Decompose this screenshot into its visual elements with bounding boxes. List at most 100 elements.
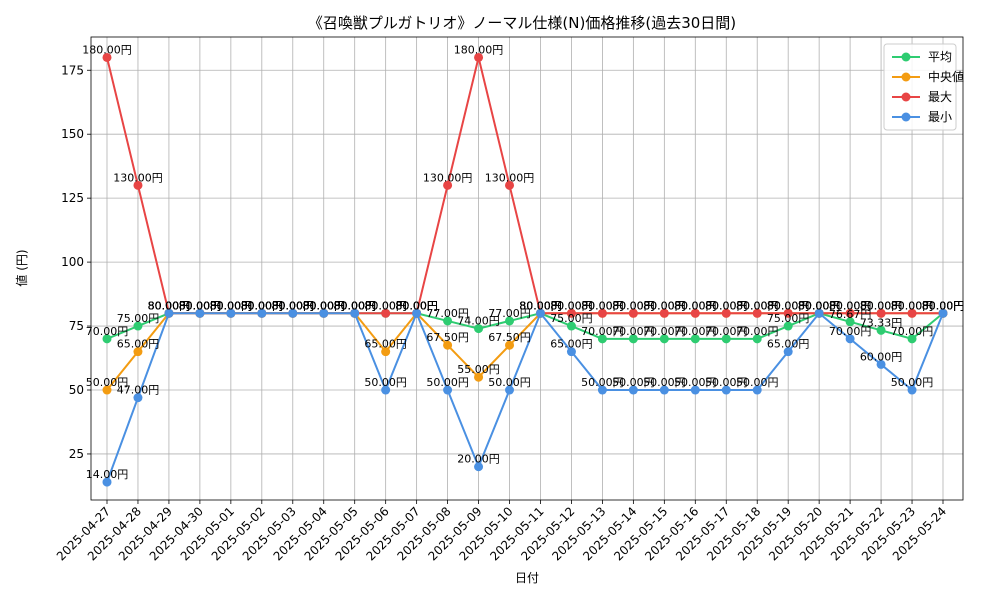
data-label: 80.00円 (519, 299, 562, 312)
data-label: 80.00円 (581, 299, 624, 312)
data-label: 80.00円 (736, 299, 779, 312)
data-label: 80.00円 (705, 299, 748, 312)
legend-label: 最大 (928, 90, 952, 104)
data-point (876, 359, 886, 369)
data-point (876, 308, 886, 318)
data-label: 80.00円 (272, 299, 315, 312)
data-label: 50.00円 (705, 376, 748, 389)
legend-marker (901, 72, 911, 82)
data-point (907, 308, 917, 318)
data-point (474, 52, 484, 62)
data-point (659, 334, 669, 344)
data-point (597, 308, 607, 318)
x-axis: 2025-04-272025-04-282025-04-292025-04-30… (54, 500, 949, 563)
data-label: 70.00円 (643, 325, 686, 338)
data-label: 20.00円 (457, 453, 500, 466)
data-label: 80.00円 (736, 299, 779, 312)
data-label: 65.00円 (550, 338, 593, 351)
data-point (319, 308, 329, 318)
data-label: 55.00円 (457, 363, 500, 376)
legend-label: 最小 (928, 110, 952, 124)
data-label: 80.00円 (272, 299, 315, 312)
data-label: 80.00円 (395, 299, 438, 312)
data-label: 80.00円 (519, 299, 562, 312)
data-point (133, 393, 143, 403)
data-label: 80.00円 (891, 299, 934, 312)
data-point (443, 316, 453, 326)
data-label: 80.00円 (333, 299, 376, 312)
legend-marker (901, 112, 911, 122)
data-label: 80.00円 (922, 299, 965, 312)
data-label: 77.00円 (426, 307, 469, 320)
data-label: 80.00円 (148, 299, 191, 312)
series-2 (102, 52, 948, 318)
data-point (505, 316, 515, 326)
data-label: 50.00円 (674, 376, 717, 389)
data-label: 80.00円 (364, 299, 407, 312)
data-label: 80.00円 (179, 299, 222, 312)
data-label: 80.00円 (302, 299, 345, 312)
data-label: 80.00円 (922, 299, 965, 312)
data-label: 70.00円 (705, 325, 748, 338)
chart-title: 《召喚獣プルガトリオ》ノーマル仕様(N)価格推移(過去30日間) (308, 14, 736, 32)
data-label: 73.33円 (860, 316, 903, 329)
data-label: 80.00円 (798, 299, 841, 312)
data-label: 75.00円 (117, 312, 160, 325)
data-point (195, 308, 205, 318)
data-point (597, 385, 607, 395)
data-point (783, 321, 793, 331)
data-point (566, 321, 576, 331)
data-point (845, 308, 855, 318)
data-point (102, 385, 112, 395)
data-label: 80.00円 (860, 299, 903, 312)
data-label: 77.00円 (488, 307, 531, 320)
data-point (505, 180, 515, 190)
data-label: 80.00円 (272, 299, 315, 312)
data-label: 130.00円 (423, 171, 473, 184)
data-label: 75.00円 (550, 312, 593, 325)
data-point (721, 334, 731, 344)
data-label: 80.00円 (333, 299, 376, 312)
data-label: 80.00円 (550, 299, 593, 312)
data-point (690, 385, 700, 395)
data-point (628, 334, 638, 344)
y-tick-label: 150 (61, 127, 84, 141)
data-label: 80.00円 (612, 299, 655, 312)
data-label: 80.00円 (210, 299, 253, 312)
data-label: 80.00円 (241, 299, 284, 312)
data-label: 80.00円 (241, 299, 284, 312)
data-point (164, 308, 174, 318)
data-label: 50.00円 (891, 376, 934, 389)
series-line (106, 57, 943, 315)
data-label: 65.00円 (364, 338, 407, 351)
data-label: 80.00円 (364, 299, 407, 312)
data-point (845, 334, 855, 344)
data-label: 60.00円 (860, 350, 903, 363)
data-point (133, 347, 143, 357)
data-point (659, 385, 669, 395)
data-point (350, 308, 360, 318)
data-point (381, 347, 391, 357)
data-label: 50.00円 (86, 376, 129, 389)
series (102, 52, 948, 487)
data-point (443, 180, 453, 190)
data-label: 80.00円 (519, 299, 562, 312)
y-tick-label: 125 (61, 191, 84, 205)
data-label: 80.00円 (519, 299, 562, 312)
data-label: 80.00円 (333, 299, 376, 312)
data-point (876, 325, 886, 335)
data-label: 50.00円 (581, 376, 624, 389)
data-label: 47.00円 (117, 384, 160, 397)
data-label: 67.50円 (488, 331, 531, 344)
data-point (752, 385, 762, 395)
data-label: 130.00円 (485, 171, 535, 184)
data-label: 50.00円 (364, 376, 407, 389)
data-point (474, 462, 484, 472)
data-label: 80.00円 (210, 299, 253, 312)
y-axis-title: 値 (円) (14, 249, 29, 286)
y-tick-label: 75 (69, 319, 84, 333)
data-point (907, 334, 917, 344)
data-label: 70.00円 (86, 325, 129, 338)
data-point (288, 308, 298, 318)
